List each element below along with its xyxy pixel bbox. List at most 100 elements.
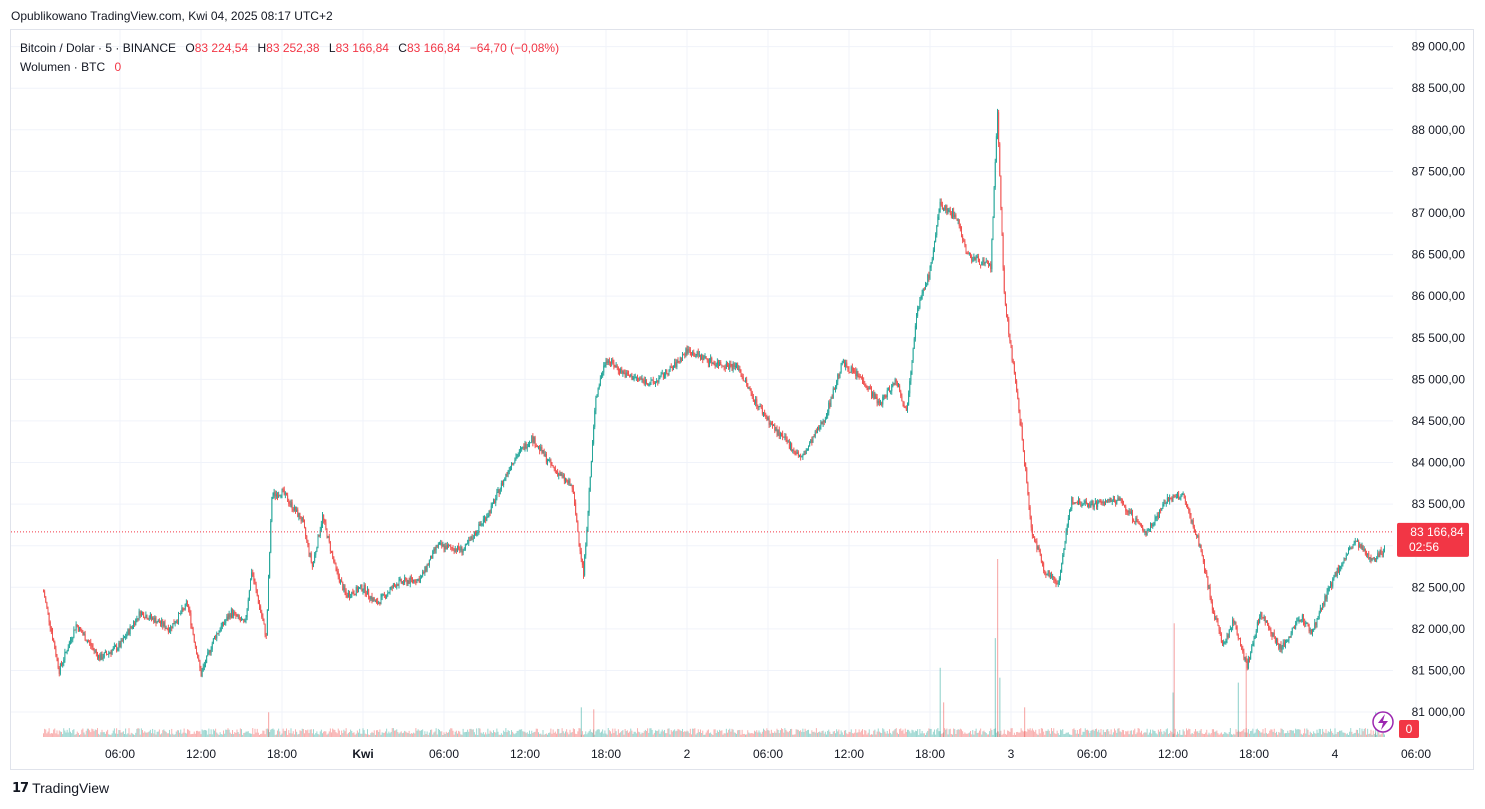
volume-bar (486, 734, 488, 737)
candle-body (448, 544, 449, 546)
candle-body (365, 593, 367, 595)
candle-body (1286, 640, 1288, 642)
volume-bar (1309, 731, 1311, 737)
candle-body (571, 484, 573, 489)
volume-bar (377, 730, 379, 737)
candle-body (707, 359, 709, 364)
volume-bar (1281, 728, 1283, 737)
volume-bar (410, 733, 412, 737)
volume-bar (734, 732, 736, 737)
volume-bar (698, 732, 700, 737)
volume-bar (1352, 734, 1354, 737)
candle-body (1342, 562, 1344, 565)
volume-bar (155, 734, 157, 737)
candle-body (1301, 615, 1303, 620)
volume-bar (657, 730, 659, 737)
chart-frame[interactable] (10, 29, 1474, 770)
candle-body (820, 421, 822, 427)
volume-bar (875, 734, 877, 737)
candle-body (386, 595, 388, 598)
candle-body (815, 431, 817, 433)
candle-body (328, 536, 330, 542)
volume-bar (686, 730, 688, 737)
candle-body (1359, 544, 1361, 548)
volume-bar (397, 732, 399, 737)
volume-bar (774, 731, 776, 737)
candle-body (80, 627, 82, 631)
volume-bar (342, 733, 344, 737)
x-tick-label: 2 (684, 747, 691, 761)
candle-body (1213, 610, 1214, 614)
volume-bar (1261, 732, 1263, 737)
volume-bar (1279, 732, 1281, 737)
candle-body (208, 650, 210, 653)
volume-bar (457, 733, 458, 737)
candle-body (1228, 629, 1230, 638)
volume-label[interactable]: Wolumen · BTC (20, 60, 106, 74)
candle-body (247, 599, 249, 609)
volume-bar (786, 731, 788, 737)
volume-bar (1119, 731, 1121, 737)
volume-bar (488, 733, 490, 737)
volume-bar (700, 729, 701, 737)
candle-body (343, 586, 345, 591)
candle-body (120, 640, 122, 648)
volume-bar (71, 733, 73, 737)
volume-bar (111, 733, 113, 737)
volume-bar (522, 731, 524, 737)
candle-body (529, 442, 530, 444)
volume-bar (511, 730, 512, 737)
volume-bar (1145, 732, 1147, 737)
volume-bar (133, 734, 134, 737)
volume-bar (226, 729, 228, 737)
volume-bar (898, 734, 899, 737)
volume-bar (1202, 733, 1204, 737)
candle-body (1314, 622, 1316, 629)
volume-bar (238, 733, 240, 737)
candle-body (739, 368, 741, 372)
volume-bar (732, 729, 734, 737)
volume-bar (1377, 730, 1379, 737)
volume-bar (665, 733, 667, 737)
candle-body (128, 629, 130, 635)
candle-body (1174, 496, 1176, 498)
candle-body (746, 379, 748, 384)
candle-body (975, 257, 977, 260)
candle-body (356, 587, 358, 592)
volume-bar (1310, 732, 1312, 737)
candle-body (970, 252, 971, 257)
volume-bar (970, 730, 971, 737)
volume-bar (193, 731, 195, 737)
tradingview-logo[interactable]: 𝟭𝟳 TradingView (12, 780, 109, 796)
volume-bar (307, 729, 309, 737)
candle-body (1269, 627, 1271, 630)
volume-bar (160, 734, 161, 737)
candle-body (481, 523, 483, 525)
volume-bar (257, 732, 259, 737)
volume-bar (587, 732, 589, 737)
volume-bar (796, 729, 798, 737)
candle-body (383, 593, 385, 595)
candle-body (589, 476, 591, 492)
volume-bar (937, 728, 939, 737)
candle-body (261, 612, 263, 617)
lightning-icon[interactable] (1372, 711, 1394, 733)
volume-bar (1071, 734, 1073, 737)
candle-body (509, 467, 511, 471)
candle-body (517, 454, 519, 457)
volume-bar (1349, 731, 1351, 737)
volume-bar (1209, 734, 1211, 737)
open-value: 83 224,54 (194, 41, 249, 55)
candle-body (862, 377, 863, 381)
symbol-label[interactable]: Bitcoin / Dolar · 5 · BINANCE (20, 41, 177, 55)
candle-body (624, 372, 626, 378)
candle-body (584, 555, 586, 576)
candle-body (185, 603, 187, 605)
volume-bar (1038, 729, 1040, 737)
volume-bar (541, 734, 543, 737)
candle-body (417, 578, 419, 580)
volume-bar (702, 730, 704, 737)
candle-body (1128, 510, 1130, 513)
candle-body (795, 452, 797, 454)
